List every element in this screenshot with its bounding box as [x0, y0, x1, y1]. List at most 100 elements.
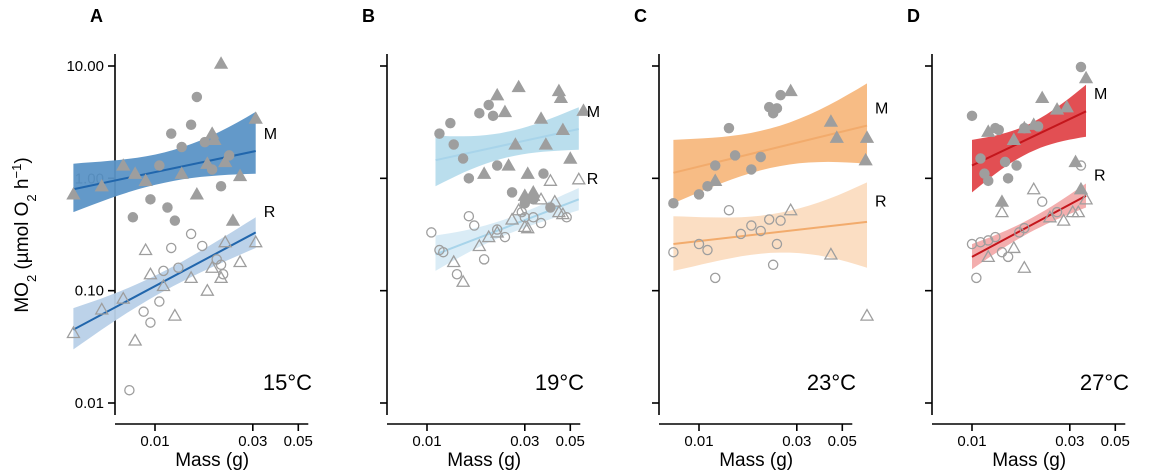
max-regression-line — [971, 110, 1087, 167]
max-point-circle — [755, 151, 766, 163]
max-point-circle — [723, 122, 735, 134]
max-point-triangle — [1035, 90, 1050, 104]
max-point-triangle — [553, 90, 569, 104]
max-point-triangle — [563, 151, 578, 164]
max-point-triangle — [708, 173, 723, 186]
rest-point-circle — [173, 262, 184, 273]
panel-b: B 0.01 0.03 0.05 Mass (g) M R 19°C — [362, 6, 600, 471]
max-point-circle — [199, 136, 211, 148]
rest-point-triangle — [1056, 213, 1071, 226]
rest-confidence-band — [73, 217, 256, 350]
max-point-triangle — [981, 124, 996, 137]
x-tick-label: 0.03 — [1055, 433, 1084, 450]
y-axis-title: MO2 (µmol O2 h−1) — [9, 157, 39, 312]
max-point-circle — [154, 160, 165, 171]
max-point-triangle — [994, 194, 1010, 207]
rest-point-triangle — [511, 202, 526, 216]
rest-point-circle — [426, 227, 437, 238]
max-point-triangle — [174, 166, 189, 179]
rest-point-circle — [735, 228, 747, 240]
max-point-triangle — [555, 122, 570, 136]
rest-point-triangle — [859, 308, 875, 321]
rest-point-circle — [491, 224, 503, 235]
max-point-circle — [1075, 61, 1087, 73]
max-point-circle — [993, 124, 1004, 136]
max-point-circle — [982, 175, 994, 187]
max-point-circle — [999, 156, 1011, 168]
rest-point-triangle — [504, 212, 520, 225]
rest-point-triangle — [205, 260, 220, 273]
x-tick-label: 0.03 — [238, 433, 267, 450]
rest-point-triangle — [571, 172, 586, 185]
max-point-triangle — [218, 154, 233, 168]
max-point-circle — [771, 103, 783, 114]
max-point-circle — [1002, 173, 1014, 184]
max-point-triangle — [225, 213, 241, 226]
max-point-triangle — [508, 137, 523, 150]
max-point-triangle — [1049, 102, 1065, 115]
rest-point-circle — [996, 246, 1008, 258]
rest-point-triangle — [1017, 260, 1032, 273]
max-point-circle — [457, 153, 469, 164]
rest-point-triangle — [783, 202, 798, 216]
max-point-triangle — [94, 178, 109, 192]
rest-point-circle — [990, 231, 1001, 243]
rest-point-triangle — [128, 333, 143, 346]
x-axis-title: Mass (g) — [175, 450, 249, 471]
rest-point-triangle — [183, 270, 199, 284]
rest-point-triangle — [555, 206, 570, 220]
rest-point-triangle — [472, 238, 487, 252]
rest-point-triangle — [248, 234, 263, 248]
x-tick-label: 0.05 — [556, 433, 585, 450]
rest-line-label: R — [1094, 167, 1106, 184]
max-point-triangle — [823, 114, 839, 127]
rest-point-circle — [463, 210, 475, 222]
rest-point-circle — [971, 272, 982, 284]
rest-point-circle — [145, 317, 156, 328]
panel-tag: B — [362, 6, 375, 26]
rest-point-circle — [468, 220, 480, 231]
x-tick-label: 0.03 — [782, 433, 811, 450]
rest-point-circle — [516, 206, 528, 218]
max-point-triangle — [1017, 120, 1032, 134]
max-point-circle — [474, 107, 485, 119]
rest-point-circle — [535, 217, 547, 229]
panel-d: D 0.01 0.03 0.05 Mass (g) M R 27°C — [907, 6, 1130, 471]
rest-point-triangle — [551, 204, 567, 218]
panel-tag: D — [907, 6, 920, 26]
rest-point-triangle — [547, 194, 562, 207]
max-point-circle — [185, 119, 197, 130]
max-point-triangle — [783, 83, 798, 97]
y-title-sub: 2 — [24, 275, 39, 282]
max-point-circle — [127, 212, 139, 223]
rest-point-triangle — [143, 266, 158, 280]
max-point-circle — [746, 164, 757, 175]
rest-point-circle — [709, 272, 721, 284]
rest-point-triangle — [116, 291, 131, 304]
max-line-label: M — [264, 126, 277, 143]
rest-point-circle — [975, 236, 986, 248]
max-point-circle — [506, 187, 518, 198]
max-point-triangle — [200, 156, 215, 169]
rest-point-circle — [478, 254, 490, 265]
rest-point-triangle — [213, 270, 229, 284]
rest-point-circle — [165, 242, 177, 254]
x-tick-label: 0.05 — [284, 433, 313, 450]
temperature-label: 27°C — [1080, 370, 1129, 395]
rest-point-circle — [771, 238, 783, 250]
rest-point-triangle — [517, 219, 532, 232]
rest-point-circle — [702, 244, 713, 256]
rest-line-label: R — [587, 171, 599, 188]
rest-point-circle — [154, 296, 165, 307]
max-point-circle — [966, 110, 978, 122]
y-title-sup: −1 — [9, 164, 24, 179]
rest-regression-line — [435, 198, 580, 256]
max-point-circle — [215, 181, 227, 192]
max-point-circle — [191, 91, 203, 103]
temperature-label: 15°C — [263, 370, 312, 395]
rest-point-circle — [668, 246, 679, 258]
max-point-triangle — [501, 158, 516, 171]
rest-point-triangle — [94, 302, 109, 315]
rest-point-triangle — [1042, 209, 1058, 223]
